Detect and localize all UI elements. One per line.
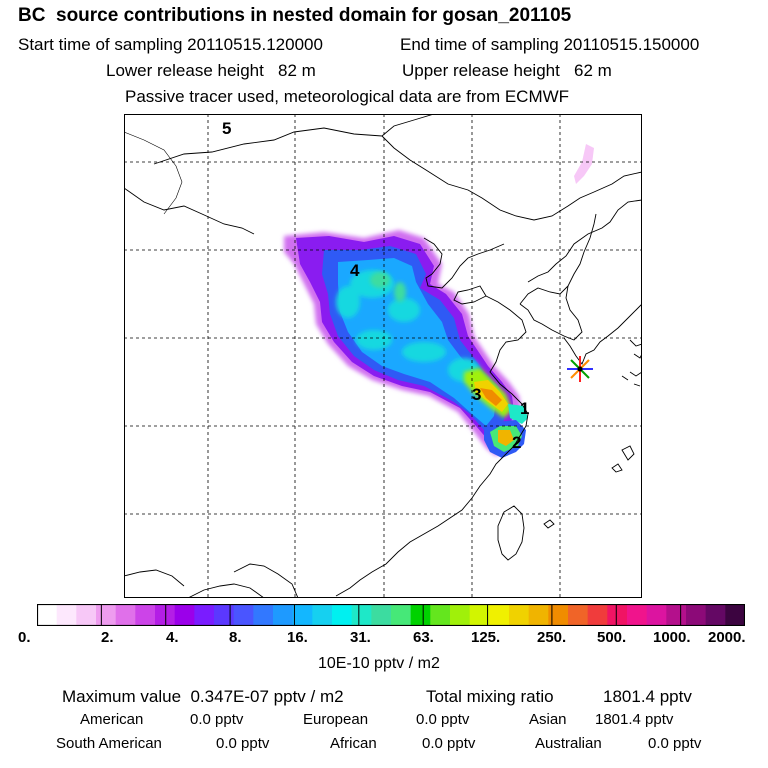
start-time: Start time of sampling 20110515.120000 xyxy=(18,35,323,54)
colorbar-swatch xyxy=(705,604,726,626)
colorbar-swatch xyxy=(528,604,549,626)
colorbar-swatch xyxy=(410,604,431,626)
colorbar-swatch xyxy=(37,604,58,626)
african-value: 0.0 pptv xyxy=(422,735,476,752)
colorbar-tick: 63. xyxy=(413,629,434,646)
graticule xyxy=(124,114,642,598)
colorbar-swatch xyxy=(469,604,490,626)
colorbar-swatch xyxy=(646,604,667,626)
colorbar-swatch xyxy=(587,604,608,626)
colorbar-swatch xyxy=(253,604,274,626)
european-label: European xyxy=(303,711,369,728)
colorbar-swatch xyxy=(233,604,254,626)
colorbar-swatch xyxy=(351,604,372,626)
south-american-label: South American xyxy=(56,735,162,752)
american-label: American xyxy=(80,711,144,728)
colorbar-tick: 0. xyxy=(18,629,31,646)
colorbar-tick: 500. xyxy=(597,629,627,646)
european-value: 0.0 pptv xyxy=(416,711,470,728)
colorbar-tick: 125. xyxy=(471,629,501,646)
colorbar-swatch xyxy=(686,604,707,626)
colorbar-tick: 8. xyxy=(229,629,242,646)
star-marker xyxy=(567,356,593,382)
colorbar-swatch xyxy=(371,604,392,626)
colorbar-swatch xyxy=(155,604,176,626)
plot-title: BC source contributions in nested domain… xyxy=(18,5,572,26)
colorbar xyxy=(37,604,745,626)
south-american-value: 0.0 pptv xyxy=(216,735,270,752)
colorbar-swatch xyxy=(666,604,687,626)
colorbar-swatch xyxy=(627,604,648,626)
colorbar-swatch xyxy=(450,604,471,626)
total-mixing-value: 1801.4 pptv xyxy=(603,687,692,706)
colorbar-swatch xyxy=(430,604,451,626)
upper-release-height: Upper release height 62 m xyxy=(402,61,612,80)
colorbar-tick: 31. xyxy=(350,629,371,646)
colorbar-swatch xyxy=(96,604,117,626)
source-label-2: 2 xyxy=(512,433,521,452)
end-time: End time of sampling 20110515.150000 xyxy=(400,35,700,54)
colorbar-swatch xyxy=(115,604,136,626)
plume-shading xyxy=(284,144,594,458)
colorbar-swatch xyxy=(194,604,215,626)
source-label-1: 1 xyxy=(520,399,529,418)
colorbar-tick: 4. xyxy=(166,629,179,646)
colorbar-tick: 1000. xyxy=(653,629,691,646)
american-value: 0.0 pptv xyxy=(190,711,244,728)
map-panel: 5 4 3 1 2 xyxy=(124,114,642,598)
asian-value: 1801.4 pptv xyxy=(595,711,674,728)
colorbar-swatch xyxy=(607,604,628,626)
colorbar-swatch xyxy=(135,604,156,626)
colorbar-tick: 250. xyxy=(537,629,567,646)
lower-release-height: Lower release height 82 m xyxy=(106,61,316,80)
total-mixing-label: Total mixing ratio xyxy=(426,687,554,706)
colorbar-swatch xyxy=(174,604,195,626)
colorbar-swatch xyxy=(725,604,745,626)
colorbar-swatch xyxy=(489,604,510,626)
asian-label: Asian xyxy=(529,711,567,728)
colorbar-swatch xyxy=(568,604,589,626)
colorbar-swatch xyxy=(548,604,569,626)
colorbar-swatch xyxy=(273,604,294,626)
source-label-3: 3 xyxy=(472,385,481,404)
colorbar-tick: 2. xyxy=(101,629,114,646)
colorbar-swatch xyxy=(76,604,97,626)
tracer-note: Passive tracer used, meteorological data… xyxy=(125,87,570,106)
colorbar-tick: 16. xyxy=(287,629,308,646)
australian-value: 0.0 pptv xyxy=(648,735,702,752)
colorbar-swatch xyxy=(391,604,412,626)
max-value: Maximum value 0.347E-07 pptv / m2 xyxy=(62,687,344,706)
colorbar-swatch xyxy=(312,604,333,626)
australian-label: Australian xyxy=(535,735,602,752)
colorbar-swatch xyxy=(332,604,353,626)
colorbar-tick: 2000. xyxy=(708,629,746,646)
source-label-4: 4 xyxy=(350,261,360,280)
colorbar-border xyxy=(37,604,745,626)
coastlines xyxy=(124,114,642,598)
source-label-5: 5 xyxy=(222,119,231,138)
african-label: African xyxy=(330,735,377,752)
colorbar-swatch xyxy=(292,604,313,626)
colorbar-swatch xyxy=(214,604,235,626)
colorbar-unit: 10E-10 pptv / m2 xyxy=(318,655,440,672)
colorbar-swatch xyxy=(509,604,530,626)
colorbar-swatch xyxy=(56,604,77,626)
